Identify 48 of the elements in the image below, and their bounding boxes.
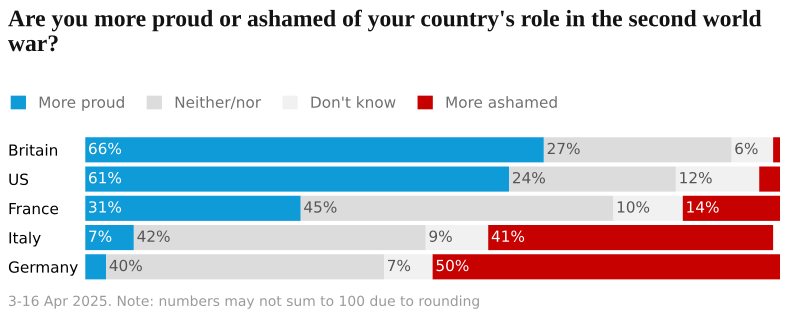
data-label: 41% <box>492 230 524 242</box>
y-tick-label: Britain <box>10 144 58 156</box>
bar <box>682 196 780 221</box>
bar <box>488 224 774 250</box>
bar <box>134 224 426 250</box>
data-label: 61% <box>89 172 122 184</box>
legend-label: More proud <box>40 96 124 111</box>
bar <box>85 137 544 162</box>
bar <box>85 166 510 192</box>
bar <box>85 254 106 280</box>
data-label: 45% <box>304 201 336 213</box>
data-label: 31% <box>89 201 122 213</box>
data-label: 40% <box>110 260 142 272</box>
data-label: 12% <box>680 172 712 184</box>
bar <box>432 254 780 280</box>
data-label: 42% <box>137 230 170 242</box>
data-label: 66% <box>89 142 122 154</box>
data-label: 50% <box>436 260 469 272</box>
data-label: 14% <box>687 201 719 213</box>
chart-title: Are you more proud or ashamed of your country's role in the second world war? <box>8 10 762 52</box>
bar <box>731 137 774 162</box>
legend-label: Neither/nor <box>176 96 262 110</box>
bar <box>426 224 488 250</box>
data-label: 6% <box>735 142 758 154</box>
legend-label: Don't know <box>311 96 396 108</box>
bar <box>509 166 676 192</box>
data-label: 24% <box>512 172 545 184</box>
bar <box>759 166 780 192</box>
data-label: 27% <box>548 142 580 154</box>
bar <box>300 196 614 221</box>
y-tick-label: France <box>10 202 58 214</box>
legend-label: More ashamed <box>446 96 557 108</box>
data-label: 9% <box>429 230 452 242</box>
bar <box>85 224 134 250</box>
bar <box>544 137 732 162</box>
bar <box>384 254 433 280</box>
bar <box>85 196 301 221</box>
y-tick-label: Germany <box>8 261 78 276</box>
data-label: 7% <box>89 230 112 242</box>
data-label: 10% <box>618 201 650 213</box>
bar <box>773 137 780 162</box>
text: 3-16 Apr 2025. Note: numbers may not sum to 100 due to rounding <box>9 295 479 309</box>
bar <box>676 166 760 192</box>
bar <box>106 254 384 280</box>
data-label: 7% <box>388 260 410 272</box>
y-tick-label: Italy <box>10 232 41 247</box>
y-tick-label: US <box>9 174 28 186</box>
bar <box>613 196 683 221</box>
